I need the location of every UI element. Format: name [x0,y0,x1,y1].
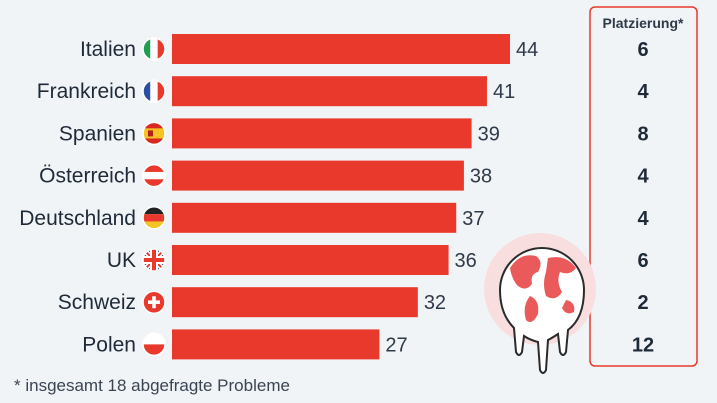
ranking-header-bg [592,10,695,32]
bar [172,245,449,275]
bar [172,287,418,318]
value-label: 39 [478,123,500,145]
category-label: Frankreich [37,80,136,103]
bar [172,202,457,233]
category-label: UK [107,249,136,272]
france-flag-icon [142,79,166,103]
value-label: 32 [424,292,446,314]
austria-flag-icon [142,163,166,188]
ranking-value: 12 [632,334,654,356]
ranking-box [589,6,698,367]
value-label: 44 [516,39,538,61]
category-label: Deutschland [19,207,136,230]
value-label: 41 [493,81,515,103]
ranking-value: 4 [637,166,649,188]
category-label: Schweiz [58,291,136,314]
ranking-value: 6 [637,250,648,272]
italy-flag-icon [142,37,166,61]
melting-earth-icon [484,233,596,374]
uk-flag-icon [142,248,166,272]
spain-flag-icon [142,121,166,146]
value-label: 37 [462,208,484,230]
value-label: 36 [455,250,477,272]
category-label: Polen [82,333,136,356]
ranking-value: 8 [637,123,648,145]
bar [172,118,472,149]
ranking-value: 4 [637,208,649,230]
poland-flag-icon [142,332,166,357]
category-label: Italien [80,38,136,61]
bar [172,329,380,360]
switzerland-flag-icon [142,290,166,314]
bar [172,34,510,64]
ranking-value: 2 [637,292,648,314]
value-label: 27 [385,334,407,356]
category-label: Spanien [59,122,136,145]
category-label: Österreich [39,165,136,188]
footnote: * insgesamt 18 abgefragte Probleme [14,376,290,395]
bar [172,160,464,191]
ranking-header: Platzierung* [603,15,684,31]
value-label: 38 [470,166,492,188]
ranking-value: 6 [637,39,648,61]
bar [172,76,487,107]
ranking-value: 4 [637,81,649,103]
germany-flag-icon [142,206,166,230]
